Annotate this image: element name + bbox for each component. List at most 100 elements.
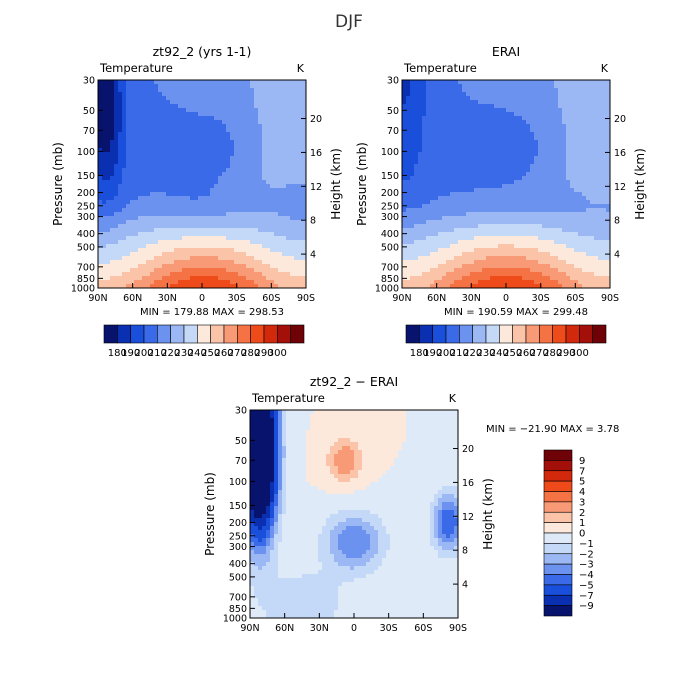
- field-cell: [454, 208, 459, 213]
- field-cell: [126, 148, 131, 153]
- field-cell: [166, 220, 171, 225]
- field-cell: [534, 188, 539, 193]
- field-cell: [570, 176, 575, 181]
- field-cell: [478, 216, 483, 221]
- field-cell: [414, 212, 419, 217]
- field-cell: [262, 96, 267, 101]
- field-cell: [298, 212, 303, 217]
- field-cell: [578, 244, 583, 249]
- field-cell: [290, 124, 295, 129]
- field-cell: [198, 144, 203, 149]
- field-cell: [186, 272, 191, 277]
- field-cell: [266, 116, 271, 121]
- field-cell: [538, 140, 543, 145]
- field-cell: [406, 136, 411, 141]
- field-cell: [494, 244, 499, 249]
- field-cell: [574, 204, 579, 209]
- field-cell: [214, 200, 219, 205]
- field-cell: [406, 216, 411, 221]
- field-cell: [142, 108, 147, 113]
- field-cell: [302, 152, 306, 157]
- field-cell: [218, 248, 223, 253]
- field-cell: [258, 272, 263, 277]
- field-cell: [246, 272, 251, 277]
- field-cell: [286, 148, 291, 153]
- field-cell: [162, 224, 167, 229]
- field-cell: [170, 152, 175, 157]
- field-cell: [258, 136, 263, 141]
- field-cell: [282, 220, 287, 225]
- field-cell: [466, 148, 471, 153]
- field-cell: [274, 212, 279, 217]
- field-cell: [182, 244, 187, 249]
- field-cell: [534, 136, 539, 141]
- field-cell: [486, 216, 491, 221]
- field-cell: [426, 180, 431, 185]
- field-cell: [490, 156, 495, 161]
- field-cell: [598, 232, 603, 237]
- field-cell: [478, 204, 483, 209]
- field-cell: [286, 108, 291, 113]
- field-cell: [206, 284, 211, 288]
- field-cell: [198, 124, 203, 129]
- field-cell: [206, 132, 211, 137]
- field-cell: [486, 212, 491, 217]
- field-cell: [126, 96, 131, 101]
- field-cell: [478, 120, 483, 125]
- field-cell: [194, 220, 199, 225]
- field-cell: [198, 256, 203, 261]
- field-cell: [434, 132, 439, 137]
- field-cell: [454, 184, 459, 189]
- field-cell: [502, 240, 507, 245]
- field-cell: [110, 140, 115, 145]
- field-cell: [266, 284, 271, 288]
- field-cell: [122, 188, 127, 193]
- field-cell: [282, 124, 287, 129]
- field-cell: [238, 168, 243, 173]
- field-cell: [222, 160, 227, 165]
- field-cell: [534, 144, 539, 149]
- field-cell: [554, 92, 559, 97]
- field-cell: [414, 220, 419, 225]
- field-cell: [174, 92, 179, 97]
- field-cell: [498, 128, 503, 133]
- field-cell: [554, 176, 559, 181]
- field-cell: [566, 224, 571, 229]
- field-cell: [270, 116, 275, 121]
- field-cell: [406, 104, 411, 109]
- field-cell: [486, 160, 491, 165]
- field-cell: [178, 104, 183, 109]
- field-cell: [546, 148, 551, 153]
- field-cell: [182, 256, 187, 261]
- field-cell: [194, 184, 199, 189]
- field-cell: [546, 240, 551, 245]
- field-cell: [162, 112, 167, 117]
- field-cell: [102, 104, 107, 109]
- field-cell: [166, 280, 171, 285]
- field-cell: [298, 132, 303, 137]
- field-cell: [554, 144, 559, 149]
- field-cell: [402, 204, 407, 209]
- field-cell: [590, 128, 595, 133]
- field-cell: [130, 204, 135, 209]
- field-cell: [270, 268, 275, 273]
- field-cell: [486, 204, 491, 209]
- field-cell: [246, 140, 251, 145]
- field-cell: [282, 276, 287, 281]
- field-cell: [258, 192, 263, 197]
- field-cell: [462, 140, 467, 145]
- field-cell: [158, 176, 163, 181]
- field-cell: [210, 188, 215, 193]
- field-cell: [522, 224, 527, 229]
- unit-label: K: [601, 62, 609, 75]
- field-cell: [126, 80, 131, 85]
- field-cell: [242, 160, 247, 165]
- field-cell: [562, 96, 567, 101]
- field-cell: [570, 232, 575, 237]
- field-cell: [462, 152, 467, 157]
- field-cell: [542, 220, 547, 225]
- field-cell: [122, 180, 127, 185]
- field-cell: [498, 240, 503, 245]
- field-cell: [462, 188, 467, 193]
- field-cell: [298, 276, 303, 281]
